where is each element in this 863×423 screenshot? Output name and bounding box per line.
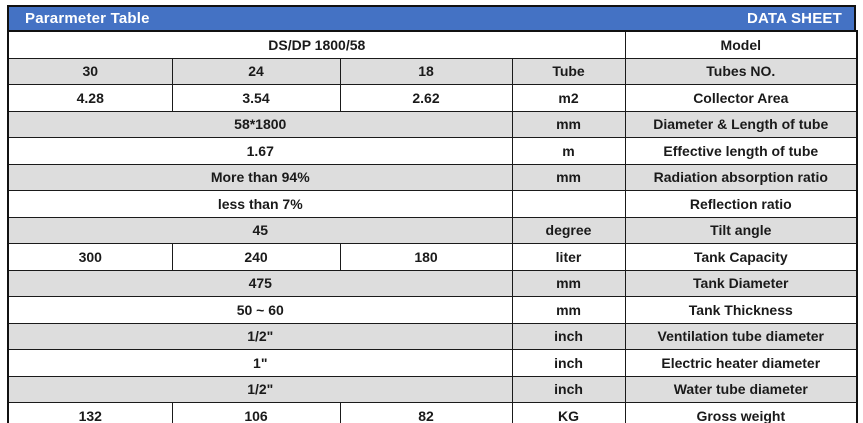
table-row: 1/2" inch Water tube diameter <box>7 375 858 403</box>
table-cell: Tube <box>511 57 626 85</box>
table-cell: DS/DP 1800/58 <box>7 30 626 59</box>
table-row: More than 94% mm Radiation absorption rati… <box>7 163 858 191</box>
table-cell: 50 ~ 60 <box>7 296 513 324</box>
table-cell: 3.54 <box>171 84 341 112</box>
table-cell: mm <box>511 110 626 138</box>
table-cell: Ventilation tube diameter <box>624 322 858 350</box>
table-cell: 82 <box>339 402 513 423</box>
table-cell: 1" <box>7 349 513 377</box>
table-row: 475 mm Tank Diameter <box>7 269 858 297</box>
table-row: 1.67 m Effective length of tube <box>7 137 858 165</box>
table-cell: 18 <box>339 57 513 85</box>
parameter-table-body: DS/DP 1800/58 Model 30 24 18 Tube Tubes NO. 4.2… <box>7 30 858 423</box>
table-cell: KG <box>511 402 626 423</box>
table-row: 58*1800 mm Diameter & Length of tube <box>7 110 858 138</box>
table-row: 1/2" inch Ventilation tube diameter <box>7 322 858 350</box>
table-row: 300 240 180 liter Tank Capacity <box>7 243 858 271</box>
table-row: 30 24 18 Tube Tubes NO. <box>7 57 858 85</box>
table-cell: 24 <box>171 57 341 85</box>
table-cell: 132 <box>7 402 173 423</box>
table-cell: 240 <box>171 243 341 271</box>
table-row: 132 106 82 KG Gross weight <box>7 402 858 423</box>
table-cell: Tank Capacity <box>624 243 858 271</box>
table-cell: Gross weight <box>624 402 858 423</box>
table-cell: inch <box>511 349 626 377</box>
table-cell: liter <box>511 243 626 271</box>
table-cell: Tank Diameter <box>624 269 858 297</box>
table-cell: 2.62 <box>339 84 513 112</box>
table-cell: 180 <box>339 243 513 271</box>
table-cell: m <box>511 137 626 165</box>
table-cell: inch <box>511 322 626 350</box>
table-row: DS/DP 1800/58 Model <box>7 30 858 59</box>
table-cell: Tank Thickness <box>624 296 858 324</box>
table-cell: 1/2" <box>7 322 513 350</box>
table-cell: Reflection ratio <box>624 190 858 218</box>
table-row: 4.28 3.54 2.62 m2 Collector Area <box>7 84 858 112</box>
table-cell: 475 <box>7 269 513 297</box>
datasheet-title-bar: Pararmeter Table DATA SHEET <box>7 5 856 32</box>
table-cell: More than 94% <box>7 163 513 191</box>
table-row: 50 ~ 60 mm Tank Thickness <box>7 296 858 324</box>
table-cell: Diameter & Length of tube <box>624 110 858 138</box>
table-cell: 106 <box>171 402 341 423</box>
table-cell: mm <box>511 296 626 324</box>
table-cell: Effective length of tube <box>624 137 858 165</box>
table-cell: 45 <box>7 216 513 244</box>
table-cell: Collector Area <box>624 84 858 112</box>
table-cell: 4.28 <box>7 84 173 112</box>
table-cell: 1/2" <box>7 375 513 403</box>
table-cell: less than 7% <box>7 190 513 218</box>
table-cell: mm <box>511 269 626 297</box>
table-cell: Electric heater diameter <box>624 349 858 377</box>
table-cell <box>511 190 626 218</box>
table-row: 1" inch Electric heater diameter <box>7 349 858 377</box>
table-cell: Water tube diameter <box>624 375 858 403</box>
table-cell: mm <box>511 163 626 191</box>
title-bar-right-label: DATA SHEET <box>746 10 842 27</box>
table-row: less than 7% Reflection ratio <box>7 190 858 218</box>
table-cell: m2 <box>511 84 626 112</box>
title-bar-left-label: Pararmeter Table <box>25 10 150 27</box>
table-cell: Tilt angle <box>624 216 858 244</box>
datasheet: Pararmeter Table DATA SHEET DS/DP 1800/5… <box>7 5 859 423</box>
table-cell: Model <box>624 30 858 59</box>
table-cell: 30 <box>7 57 173 85</box>
parameter-table: DS/DP 1800/58 Model 30 24 18 Tube Tubes NO. 4.2… <box>7 30 859 423</box>
table-cell: 300 <box>7 243 173 271</box>
table-cell: 1.67 <box>7 137 513 165</box>
table-row: 45 degree Tilt angle <box>7 216 858 244</box>
table-cell: inch <box>511 375 626 403</box>
table-cell: 58*1800 <box>7 110 513 138</box>
table-cell: degree <box>511 216 626 244</box>
table-cell: Tubes NO. <box>624 57 858 85</box>
table-cell: Radiation absorption ratio <box>624 163 858 191</box>
